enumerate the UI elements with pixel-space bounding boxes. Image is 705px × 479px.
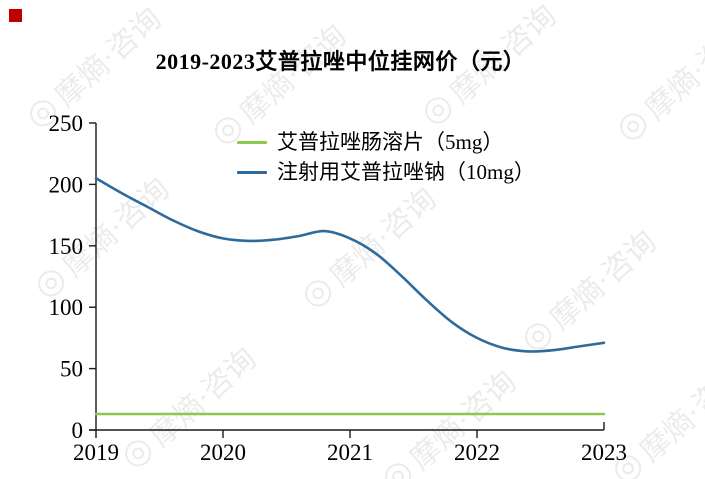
legend-swatch-line bbox=[237, 170, 267, 174]
legend-swatch-line bbox=[237, 140, 267, 144]
svg-text:150: 150 bbox=[49, 234, 84, 259]
legend-label: 艾普拉唑肠溶片（5mg） bbox=[277, 129, 504, 154]
svg-text:250: 250 bbox=[49, 111, 84, 136]
svg-text:100: 100 bbox=[49, 295, 84, 320]
corner-accent-square bbox=[9, 9, 22, 22]
legend-item: 艾普拉唑肠溶片（5mg） bbox=[237, 127, 535, 157]
svg-text:2022: 2022 bbox=[454, 440, 500, 465]
svg-text:2020: 2020 bbox=[200, 440, 246, 465]
legend-label: 注射用艾普拉唑钠（10mg） bbox=[277, 159, 535, 184]
legend-item: 注射用艾普拉唑钠（10mg） bbox=[237, 157, 535, 187]
svg-text:2021: 2021 bbox=[327, 440, 373, 465]
svg-text:2019: 2019 bbox=[73, 440, 119, 465]
chart-title: 2019-2023艾普拉唑中位挂网价（元） bbox=[155, 49, 526, 74]
svg-text:0: 0 bbox=[72, 418, 84, 443]
svg-text:200: 200 bbox=[49, 172, 84, 197]
legend: 艾普拉唑肠溶片（5mg） 注射用艾普拉唑钠（10mg） bbox=[237, 127, 535, 187]
svg-text:50: 50 bbox=[60, 357, 83, 382]
svg-text:2023: 2023 bbox=[581, 440, 627, 465]
